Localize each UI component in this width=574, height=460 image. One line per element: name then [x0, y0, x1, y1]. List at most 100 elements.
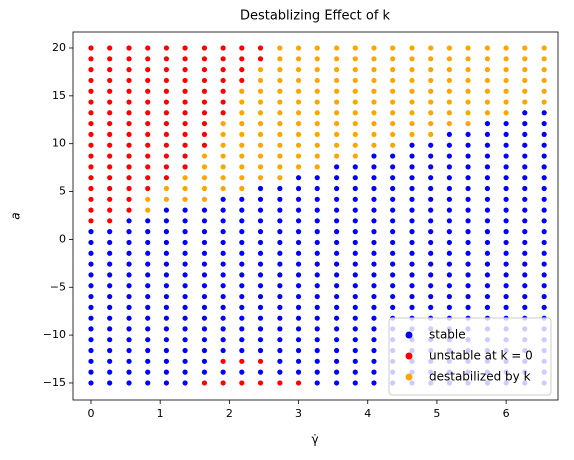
point — [163, 164, 170, 170]
point — [314, 142, 320, 148]
point — [295, 283, 302, 289]
point — [522, 239, 528, 246]
point — [334, 207, 340, 213]
point — [522, 218, 528, 224]
point — [428, 77, 434, 84]
point — [314, 218, 320, 224]
point — [409, 99, 415, 105]
point — [88, 358, 94, 364]
point — [446, 142, 452, 148]
point — [352, 120, 358, 127]
x-tick-label: 0 — [87, 407, 94, 420]
point — [314, 196, 320, 202]
point — [390, 153, 396, 159]
point — [465, 153, 471, 159]
point — [465, 164, 471, 170]
point — [163, 120, 170, 127]
point — [541, 67, 547, 73]
point — [334, 293, 340, 300]
point — [277, 67, 283, 73]
point — [352, 142, 358, 148]
point — [220, 369, 226, 375]
point — [201, 185, 208, 192]
point — [239, 120, 245, 127]
point — [409, 56, 415, 62]
point — [220, 218, 226, 224]
point — [107, 45, 113, 51]
point — [257, 369, 264, 375]
point — [277, 250, 283, 256]
point — [371, 293, 377, 300]
point — [503, 261, 509, 267]
point — [277, 207, 283, 213]
point — [484, 293, 491, 300]
point — [352, 164, 358, 170]
point — [88, 175, 94, 181]
point — [465, 88, 471, 94]
point — [371, 326, 377, 332]
point — [352, 77, 358, 84]
point — [182, 304, 188, 310]
point — [465, 293, 471, 300]
point — [88, 304, 94, 310]
point — [88, 261, 94, 267]
point — [314, 164, 320, 170]
point — [107, 261, 113, 267]
point — [239, 207, 245, 213]
point — [126, 142, 132, 148]
point — [88, 250, 94, 256]
point — [239, 164, 245, 170]
point — [277, 347, 283, 354]
point — [390, 229, 396, 235]
point — [314, 369, 320, 375]
point — [182, 261, 188, 267]
point — [484, 45, 491, 51]
point — [503, 77, 509, 84]
point — [220, 153, 226, 159]
point — [428, 153, 434, 159]
point — [484, 110, 491, 116]
point — [334, 347, 340, 354]
point — [277, 293, 283, 300]
point — [541, 45, 547, 51]
point — [163, 229, 170, 235]
point — [295, 67, 302, 73]
point — [182, 45, 188, 51]
point — [352, 229, 358, 235]
point — [522, 45, 528, 51]
point — [465, 142, 471, 148]
point — [371, 218, 377, 224]
point — [295, 347, 302, 354]
point — [220, 131, 226, 138]
point — [88, 56, 94, 62]
x-tick-label: 6 — [503, 407, 510, 420]
legend-box — [388, 317, 552, 396]
point — [484, 185, 491, 192]
point — [446, 56, 452, 62]
point — [220, 110, 226, 116]
point — [182, 207, 188, 213]
point — [163, 380, 170, 386]
point — [201, 110, 208, 116]
point — [446, 67, 452, 73]
y-tick-label: 20 — [52, 41, 66, 54]
point — [295, 272, 302, 278]
point — [465, 261, 471, 267]
point — [145, 304, 151, 310]
point — [446, 45, 452, 51]
point — [352, 185, 358, 192]
point — [182, 88, 188, 94]
point — [314, 229, 320, 235]
point — [145, 153, 151, 159]
point — [314, 272, 320, 278]
point — [541, 56, 547, 62]
point — [107, 164, 113, 170]
point — [428, 218, 434, 224]
point — [295, 218, 302, 224]
y-tick-label: 5 — [59, 185, 66, 198]
point — [390, 218, 396, 224]
point — [126, 283, 132, 289]
point — [145, 239, 151, 246]
point — [409, 164, 415, 170]
point — [220, 261, 226, 267]
